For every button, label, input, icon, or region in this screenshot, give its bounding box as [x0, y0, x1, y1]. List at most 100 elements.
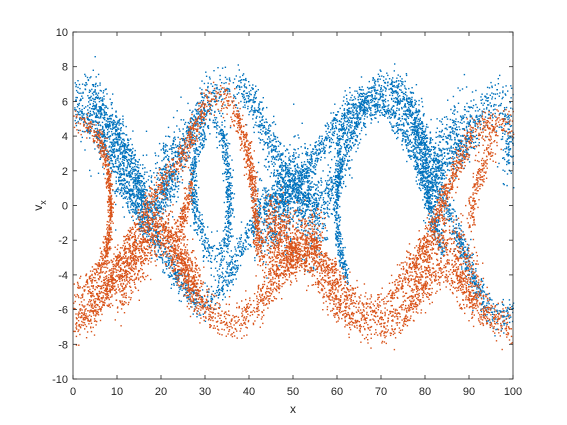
scatter-point: [105, 147, 107, 149]
scatter-point: [443, 188, 445, 190]
scatter-point: [272, 149, 274, 151]
scatter-point: [453, 209, 455, 211]
scatter-point: [333, 207, 335, 209]
scatter-point: [382, 96, 384, 98]
scatter-point: [349, 141, 351, 143]
scatter-point: [194, 108, 196, 111]
scatter-point: [251, 106, 253, 108]
scatter-point: [475, 103, 477, 106]
scatter-point: [392, 85, 394, 87]
scatter-point: [216, 132, 218, 134]
scatter-point: [89, 132, 91, 135]
scatter-point: [207, 90, 210, 93]
scatter-point: [491, 96, 494, 98]
scatter-point: [407, 123, 409, 126]
scatter-point: [206, 296, 209, 298]
scatter-point: [227, 208, 230, 211]
scatter-point: [405, 121, 408, 123]
scatter-point: [459, 245, 462, 247]
scatter-point: [94, 89, 96, 91]
scatter-point: [414, 143, 417, 145]
scatter-point: [127, 161, 130, 164]
scatter-point: [503, 322, 505, 325]
scatter-point: [378, 104, 380, 106]
scatter-point: [334, 178, 337, 181]
scatter-point: [180, 281, 183, 284]
scatter-point: [243, 90, 246, 92]
scatter-point: [448, 152, 450, 155]
scatter-point: [298, 170, 301, 172]
scatter-point: [230, 208, 233, 210]
scatter-point: [104, 107, 106, 109]
scatter-point: [246, 224, 248, 226]
scatter-point: [173, 284, 175, 286]
scatter-point: [353, 107, 356, 109]
scatter-point: [105, 155, 108, 157]
scatter-point: [488, 292, 491, 295]
scatter-point: [265, 118, 267, 120]
scatter-point: [237, 264, 239, 267]
scatter-point: [452, 162, 455, 164]
scatter-point: [431, 174, 434, 176]
scatter-point: [199, 303, 202, 306]
scatter-point: [443, 215, 445, 218]
scatter-point: [178, 145, 180, 148]
scatter-point: [263, 125, 265, 127]
scatter-point: [170, 255, 172, 258]
scatter-point: [139, 183, 141, 185]
scatter-point: [265, 121, 267, 123]
scatter-point: [348, 107, 351, 109]
scatter-point: [291, 179, 293, 182]
scatter-point: [395, 91, 397, 94]
scatter-point: [267, 145, 269, 147]
scatter-point: [171, 157, 173, 160]
scatter-point: [348, 167, 350, 169]
scatter-point: [360, 129, 363, 132]
scatter-point: [113, 132, 115, 135]
scatter-point: [237, 84, 239, 87]
scatter-point: [481, 304, 483, 306]
scatter-point: [423, 141, 425, 144]
scatter-point: [204, 282, 206, 284]
scatter-point: [473, 142, 475, 144]
scatter-point: [263, 144, 265, 146]
scatter-point: [267, 203, 269, 206]
scatter-point: [221, 281, 224, 284]
scatter-point: [80, 110, 83, 113]
scatter-point: [307, 182, 309, 184]
scatter-point: [333, 127, 336, 130]
scatter-point: [332, 186, 335, 189]
scatter-point: [421, 123, 424, 125]
scatter-point: [123, 140, 125, 142]
scatter-point: [193, 212, 196, 214]
scatter-point: [222, 294, 225, 296]
scatter-point: [236, 268, 239, 271]
scatter-point: [492, 303, 495, 305]
scatter-point: [116, 134, 118, 136]
scatter-point: [330, 181, 332, 183]
scatter-point: [385, 88, 387, 90]
scatter-point: [411, 132, 413, 134]
scatter-point: [425, 141, 428, 143]
scatter-point: [444, 204, 447, 207]
scatter-point: [321, 150, 324, 152]
scatter-point: [337, 152, 340, 154]
scatter-point: [104, 135, 106, 138]
scatter-point: [298, 188, 300, 190]
scatter-point: [395, 90, 397, 93]
scatter-point: [320, 151, 322, 153]
scatter-point: [265, 202, 267, 205]
scatter-point: [240, 221, 243, 223]
scatter-point: [93, 98, 95, 101]
scatter-point: [170, 195, 172, 197]
scatter-point: [126, 192, 128, 195]
scatter-point: [292, 201, 294, 203]
scatter-point: [210, 274, 212, 276]
scatter-point: [175, 281, 177, 283]
scatter-point: [317, 213, 319, 216]
scatter-point: [224, 222, 226, 224]
scatter-point: [481, 280, 484, 282]
scatter-point: [204, 241, 206, 244]
scatter-point: [425, 157, 427, 159]
scatter-point: [292, 184, 295, 187]
